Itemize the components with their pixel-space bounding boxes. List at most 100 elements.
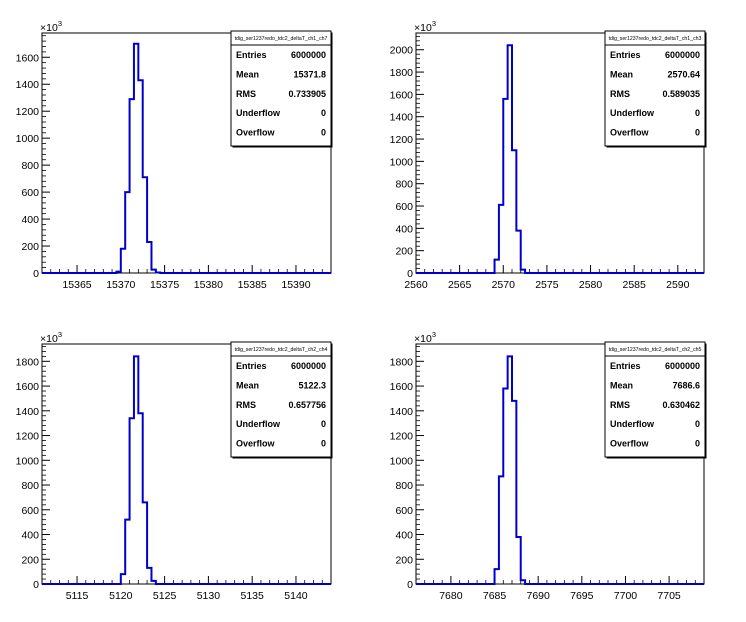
stats-box bbox=[230, 341, 332, 458]
y-tick-label: 1200 bbox=[16, 106, 40, 118]
histogram-panel-1: 15365 15370 15375 15380 15385 15390 0 200 400 600… bbox=[16, 19, 333, 291]
y-multiplier-base: ×10 bbox=[414, 22, 432, 34]
x-tick-label: 15365 bbox=[62, 279, 91, 291]
stats-label-rms: RMS bbox=[236, 400, 256, 410]
y-tick-label: 0 bbox=[33, 579, 39, 591]
y-tick-label: 600 bbox=[21, 505, 39, 517]
stats-label-mean: Mean bbox=[610, 380, 633, 390]
y-multiplier-label: ×103 bbox=[40, 19, 62, 34]
stats-value-underflow: 0 bbox=[321, 108, 326, 118]
stats-label-overflow: Overflow bbox=[236, 128, 276, 138]
stats-box bbox=[604, 30, 706, 147]
y-multiplier-base: ×10 bbox=[40, 333, 58, 345]
stats-value-entries: 6000000 bbox=[665, 361, 700, 371]
x-tick-label: 2570 bbox=[492, 279, 516, 291]
x-tick-label: 15385 bbox=[238, 279, 267, 291]
x-tick-label: 15390 bbox=[281, 279, 310, 291]
x-tick-label: 2580 bbox=[579, 279, 603, 291]
x-tick-label: 2585 bbox=[623, 279, 647, 291]
y-tick-label: 600 bbox=[395, 201, 413, 213]
y-tick-label: 1800 bbox=[390, 67, 414, 79]
y-tick-label: 200 bbox=[21, 241, 39, 253]
y-tick-label: 200 bbox=[21, 554, 39, 566]
y-tick-label: 1000 bbox=[390, 156, 414, 168]
y-tick-label: 200 bbox=[395, 554, 413, 566]
stats-value-overflow: 0 bbox=[321, 439, 326, 449]
y-tick-label: 0 bbox=[33, 268, 39, 280]
stats-label-entries: Entries bbox=[610, 361, 641, 371]
stats-value-entries: 6000000 bbox=[665, 50, 700, 60]
stats-label-entries: Entries bbox=[610, 50, 641, 60]
x-tick-label: 5135 bbox=[241, 590, 265, 602]
y-multiplier-label: ×103 bbox=[40, 330, 62, 345]
y-tick-label: 400 bbox=[21, 530, 39, 542]
histogram-title: tdig_ser1237redo_tdc2_deltaT_ch1_ch3 bbox=[609, 36, 702, 42]
stats-label-underflow: Underflow bbox=[610, 419, 655, 429]
y-tick-label: 1600 bbox=[16, 381, 40, 393]
y-tick-label: 1800 bbox=[390, 356, 414, 368]
y-multiplier-exponent: 3 bbox=[58, 330, 62, 339]
y-tick-label: 200 bbox=[395, 246, 413, 258]
x-tick-label: 7700 bbox=[614, 590, 638, 602]
x-tick-label: 7680 bbox=[439, 590, 463, 602]
y-multiplier-exponent: 3 bbox=[432, 19, 436, 28]
histogram-title: tdig_ser1237redo_tdc2_deltaT_ch1_ch7 bbox=[235, 36, 328, 42]
y-tick-label: 800 bbox=[21, 160, 39, 172]
x-tick-label: 15370 bbox=[106, 279, 135, 291]
stats-label-underflow: Underflow bbox=[610, 108, 655, 118]
y-tick-label: 0 bbox=[407, 268, 413, 280]
histogram-panel-2: 2560 2565 2570 2575 2580 2585 2590 0 200 400 600 80… bbox=[390, 19, 707, 291]
y-tick-label: 1600 bbox=[390, 89, 414, 101]
stats-value-overflow: 0 bbox=[321, 128, 326, 138]
stats-value-overflow: 0 bbox=[695, 439, 700, 449]
stats-value-underflow: 0 bbox=[695, 108, 700, 118]
y-tick-label: 1400 bbox=[390, 406, 414, 418]
x-tick-label: 7685 bbox=[483, 590, 507, 602]
stats-value-entries: 6000000 bbox=[291, 50, 326, 60]
y-multiplier-exponent: 3 bbox=[432, 330, 436, 339]
x-tick-label: 2590 bbox=[666, 279, 690, 291]
y-tick-label: 800 bbox=[21, 480, 39, 492]
stats-value-underflow: 0 bbox=[695, 419, 700, 429]
y-tick-label: 1400 bbox=[16, 79, 40, 91]
y-multiplier-label: ×103 bbox=[414, 19, 436, 34]
histogram-panel-3: 5115 5120 5125 5130 5135 5140 0 200 400 600 800 100… bbox=[16, 330, 333, 602]
stats-label-mean: Mean bbox=[610, 69, 633, 79]
stats-value-mean: 5122.3 bbox=[298, 380, 326, 390]
stats-label-entries: Entries bbox=[236, 361, 267, 371]
stats-label-mean: Mean bbox=[236, 69, 259, 79]
histogram-line bbox=[416, 355, 704, 585]
stats-value-rms: 0.733905 bbox=[288, 89, 326, 99]
y-tick-label: 400 bbox=[21, 214, 39, 226]
stats-label-overflow: Overflow bbox=[610, 439, 650, 449]
stats-value-mean: 15371.8 bbox=[293, 69, 326, 79]
stats-box bbox=[230, 30, 332, 147]
y-tick-label: 800 bbox=[395, 179, 413, 191]
x-tick-label: 7695 bbox=[570, 590, 594, 602]
y-tick-label: 2000 bbox=[390, 45, 414, 57]
stats-value-overflow: 0 bbox=[695, 128, 700, 138]
x-tick-label: 5140 bbox=[284, 590, 308, 602]
x-tick-label: 5130 bbox=[197, 590, 221, 602]
x-tick-label: 2575 bbox=[535, 279, 559, 291]
x-tick-label: 2565 bbox=[448, 279, 472, 291]
stats-label-rms: RMS bbox=[610, 89, 630, 99]
x-tick-label: 7690 bbox=[527, 590, 551, 602]
y-multiplier-base: ×10 bbox=[40, 22, 58, 34]
histogram-panel-4: 7680 7685 7690 7695 7700 7705 0 200 400 600 800 100… bbox=[390, 330, 707, 602]
histogram-line bbox=[416, 44, 704, 274]
histogram-title: tdig_ser1237redo_tdc2_deltaT_ch2_ch5 bbox=[609, 347, 702, 353]
y-tick-label: 800 bbox=[395, 480, 413, 492]
stats-label-mean: Mean bbox=[236, 380, 259, 390]
x-tick-label: 5115 bbox=[66, 590, 89, 602]
y-tick-label: 1400 bbox=[16, 406, 40, 418]
y-tick-label: 1200 bbox=[16, 431, 40, 443]
x-tick-label: 5120 bbox=[109, 590, 133, 602]
stats-label-underflow: Underflow bbox=[236, 108, 281, 118]
x-tick-label: 2560 bbox=[404, 279, 428, 291]
y-tick-label: 400 bbox=[395, 223, 413, 235]
y-tick-label: 1000 bbox=[16, 133, 40, 145]
stats-value-rms: 0.657756 bbox=[288, 400, 326, 410]
y-multiplier-exponent: 3 bbox=[58, 19, 62, 28]
x-tick-label: 15375 bbox=[150, 279, 179, 291]
